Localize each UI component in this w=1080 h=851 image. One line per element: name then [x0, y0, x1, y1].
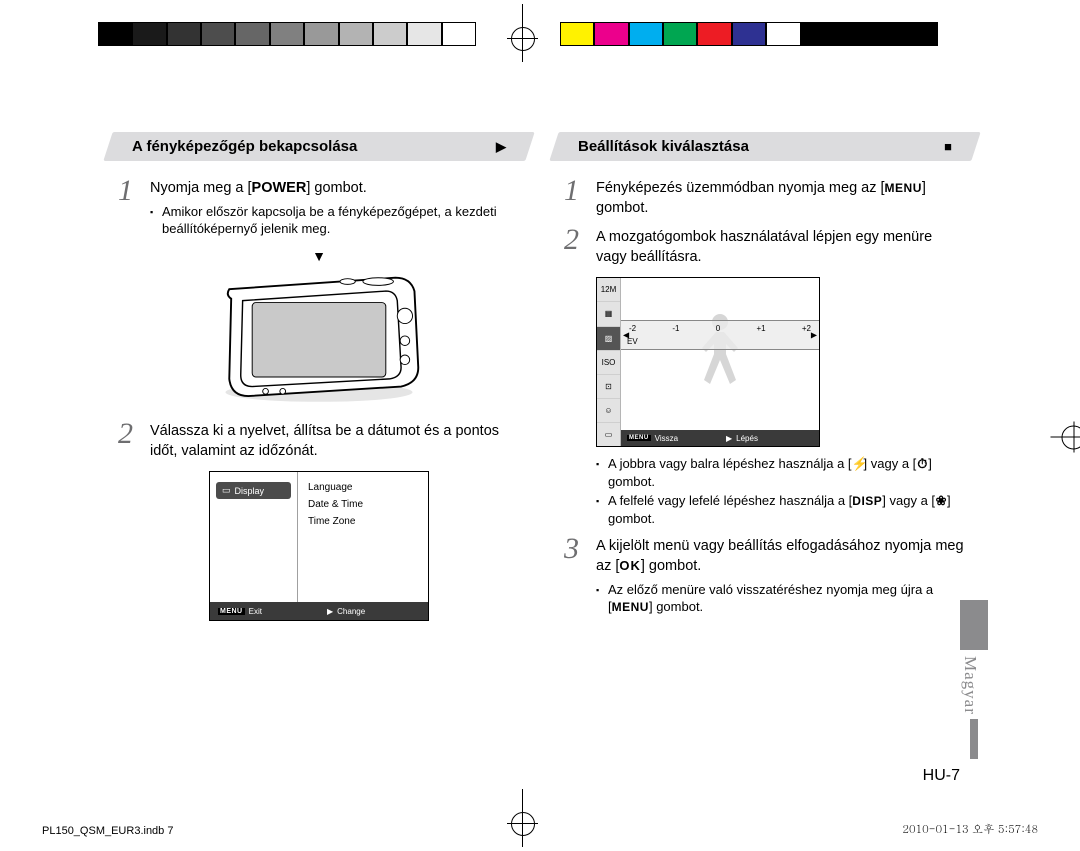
menu-item: Date & Time [308, 499, 418, 510]
footer-filename: PL150_QSM_EUR3.indb 7 [42, 825, 173, 837]
print-swatch-bar-right [560, 22, 938, 46]
step-text: Fényképezés üzemmódban nyomja meg az [ME… [596, 179, 966, 218]
ev-label: EV [627, 337, 638, 346]
ev-scale-tick: +1 [756, 324, 765, 333]
menu-icon: MENU [627, 435, 651, 441]
step-number: 3 [564, 537, 586, 617]
right-step-3: 3 A kijelölt menü vagy beállítás elfogad… [564, 537, 966, 617]
footer-timestamp: 2010-01-13 오후 5:57:48 [902, 822, 1038, 837]
stop-icon: ■ [944, 139, 952, 154]
display-pill: ▭ Display [216, 482, 291, 499]
ev-settings-mock: 12M▦▨ISO⊡☺▭ ◀ ▶ -2-10+1+2 EV MENUVissza … [596, 277, 820, 447]
right-step-2: 2 A mozgatógombok használatával lépjen e… [564, 228, 966, 267]
language-label: Magyar [960, 656, 980, 715]
step-number: 1 [118, 179, 140, 240]
step-bullet: Amikor először kapcsolja be a fényképező… [150, 203, 520, 238]
timer-icon: ⏱ [916, 455, 928, 473]
ev-side-icon: ▦ [597, 302, 620, 326]
ev-side-icon: ☺ [597, 399, 620, 423]
display-settings-mock: ▭ Display Language Date & Time Time Zone… [209, 471, 429, 621]
tab-block [960, 600, 988, 650]
camera-illustration [214, 272, 424, 411]
section-heading-left: A fényképezőgép bekapcsolása ▶ [118, 132, 520, 161]
registration-mark-bottom [522, 789, 523, 847]
ev-scale-tick: -1 [672, 324, 679, 333]
step-text: Válassza ki a nyelvet, állítsa be a dátu… [150, 422, 520, 461]
page-number: HU-7 [923, 767, 960, 785]
ev-side-icon: ▭ [597, 423, 620, 446]
triangle-right-icon: ▶ [811, 331, 817, 340]
display-icon: ▭ [222, 485, 231, 496]
section-heading-right: Beállítások kiválasztása ■ [564, 132, 966, 161]
column-left: A fényképezőgép bekapcsolása ▶ 1 Nyomja … [118, 132, 520, 628]
ev-scale-tick: -2 [629, 324, 636, 333]
column-right: Beállítások kiválasztása ■ 1 Fényképezés… [564, 132, 966, 628]
ev-side-icon: ▨ [597, 327, 620, 351]
step-number: 2 [564, 228, 586, 267]
macro-icon: ❀ [935, 492, 947, 510]
registration-mark-right [1051, 437, 1080, 438]
ev-side-icon: ISO [597, 351, 620, 375]
step-bullet: Az előző menüre való visszatéréshez nyom… [596, 581, 966, 616]
step-text: A kijelölt menü vagy beállítás elfogadás… [596, 537, 966, 576]
triangle-right-icon: ▶ [327, 607, 333, 616]
left-step-1: 1 Nyomja meg a [POWER] gombot. Amikor el… [118, 179, 520, 240]
heading-text: A fényképezőgép bekapcsolása [132, 138, 357, 155]
print-swatch-bar-left [98, 22, 476, 46]
menu-icon: MENU [218, 608, 245, 615]
step-text: Nyomja meg a [POWER] gombot. [150, 179, 520, 199]
disp-key: DISP [852, 494, 882, 508]
down-arrow-icon: ▼ [118, 248, 520, 264]
step-number: 1 [564, 179, 586, 218]
play-icon: ▶ [496, 139, 506, 155]
language-tab: Magyar [960, 600, 988, 759]
menu-item: Time Zone [308, 516, 418, 527]
left-step-2: 2 Válassza ki a nyelvet, állítsa be a dá… [118, 422, 520, 461]
step-text: A mozgatógombok használatával lépjen egy… [596, 228, 966, 267]
ev-scale-tick: +2 [802, 324, 811, 333]
registration-mark-top [522, 4, 523, 62]
flash-icon: ⚡ [852, 455, 864, 473]
triangle-right-icon: ▶ [726, 434, 732, 443]
power-key: POWER [252, 180, 307, 196]
nav-bullet: A felfelé vagy lefelé lépéshez használja… [596, 492, 966, 527]
tab-bar [970, 719, 978, 759]
menu-key: MENU [885, 181, 922, 195]
nav-bullet: A jobbra vagy balra lépéshez használja a… [596, 455, 966, 490]
silhouette-icon [621, 278, 819, 428]
step-number: 2 [118, 422, 140, 461]
page-content: A fényképezőgép bekapcsolása ▶ 1 Nyomja … [118, 132, 966, 792]
ev-side-icon: ⊡ [597, 375, 620, 399]
right-step-1: 1 Fényképezés üzemmódban nyomja meg az [… [564, 179, 966, 218]
menu-key: MENU [612, 600, 649, 614]
ev-scale-tick: 0 [716, 324, 720, 333]
ev-side-icon: 12M [597, 278, 620, 302]
heading-text: Beállítások kiválasztása [578, 138, 749, 155]
menu-item: Language [308, 482, 418, 493]
ok-key: OK [619, 558, 641, 573]
